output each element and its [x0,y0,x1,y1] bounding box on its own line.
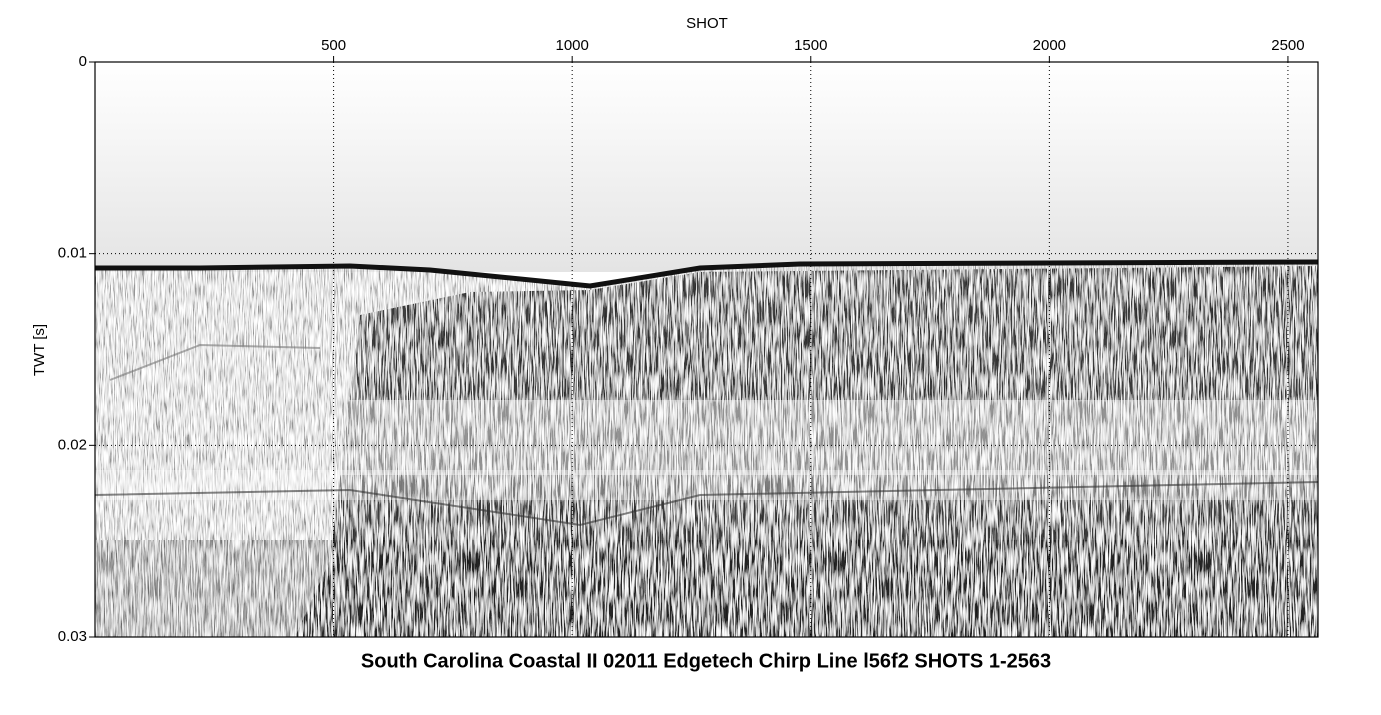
x-tick-label: 1500 [794,37,827,54]
chart-title: South Carolina Coastal II 02011 Edgetech… [361,650,1051,672]
y-axis-label: TWT [s] [31,324,48,376]
y-tick-label: 0.01 [58,245,87,262]
x-tick-label: 500 [321,37,346,54]
x-axis-label: SHOT [686,15,728,32]
y-tick-label: 0.02 [58,436,87,453]
y-tick-label: 0 [79,53,87,70]
seismic-image [95,62,1318,637]
x-tick-label: 2500 [1271,37,1304,54]
y-tick-label: 0.03 [58,628,87,645]
x-tick-label: 2000 [1033,37,1066,54]
plot-frame [94,61,1319,638]
x-tick-label: 1000 [555,37,588,54]
